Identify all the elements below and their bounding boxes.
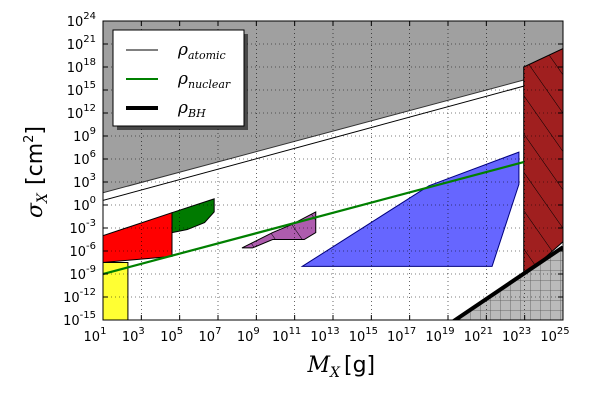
region-blue (300, 151, 520, 267)
y-tick-label: 10-6 (69, 241, 96, 260)
x-tick-label: 101 (84, 326, 107, 345)
legend-label: ρatomic (177, 40, 226, 62)
y-tick-label: 109 (73, 126, 96, 145)
y-tick-labels: 10-15 10-12 10-9 10-6 10-3 100 103 106 109 1012 10… (63, 11, 563, 329)
region-dark-red-hatch (523, 48, 563, 277)
y-tick-label: 103 (73, 172, 96, 191)
y-tick-label: 1024 (67, 11, 96, 30)
legend-label: ρnuclear (177, 69, 231, 91)
y-tick-label: 1018 (67, 57, 96, 76)
x-tick-label: 1011 (272, 326, 301, 345)
y-tick-label: 1021 (67, 34, 96, 53)
y-tick-label: 10-9 (69, 264, 96, 283)
svg-text:MX: MX (307, 353, 342, 381)
line-rho-nuclear (103, 161, 524, 276)
y-tick-label: 10-3 (69, 218, 96, 237)
x-tick-label: 107 (199, 326, 222, 345)
y-tick-label: 100 (73, 195, 96, 214)
region-yellow (103, 262, 129, 320)
x-tick-labels: 101 103 105 107 109 1011 1013 1015 1017 1019 1021 1… (84, 21, 570, 345)
x-tick-label: 1019 (425, 326, 454, 345)
x-tick-label: 1013 (310, 326, 339, 345)
y-tick-label: 10-15 (63, 310, 96, 329)
legend: ρatomic ρnuclear ρBH (112, 29, 248, 130)
x-tick-label: 1023 (502, 326, 531, 345)
y-tick-label: 106 (73, 149, 96, 168)
region-green (171, 198, 215, 234)
y-axis-label: σX[cm2] (22, 126, 51, 218)
x-tick-label: 1017 (387, 326, 416, 345)
x-axis-label: MX [g] (307, 353, 376, 381)
line-rho-BH (451, 245, 563, 320)
x-tick-label: 109 (237, 326, 260, 345)
region-purple-hatch (241, 211, 316, 248)
x-tick-label: 1025 (540, 326, 569, 345)
line-rho-atomic (103, 85, 524, 201)
y-tick-label: 1015 (67, 80, 96, 99)
svg-text:σX[cm2]: σX[cm2] (22, 126, 51, 218)
x-tick-label: 1015 (349, 326, 378, 345)
density-lines (103, 85, 563, 320)
y-tick-label: 1012 (67, 103, 96, 122)
svg-text:[g]: [g] (344, 353, 375, 378)
x-tick-label: 105 (160, 326, 183, 345)
plot-area (103, 21, 563, 320)
y-tick-label: 10-12 (63, 287, 96, 306)
legend-label: ρBH (177, 98, 206, 120)
x-tick-label: 103 (122, 326, 145, 345)
x-tick-label: 1021 (464, 326, 493, 345)
